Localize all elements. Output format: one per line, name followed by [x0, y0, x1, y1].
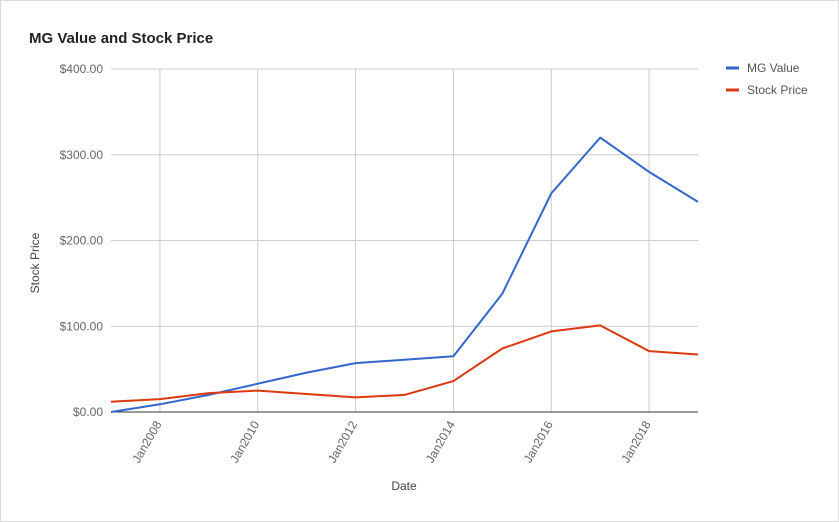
- y-axis-label: Stock Price: [28, 232, 42, 293]
- y-tick-label: $300.00: [60, 148, 104, 162]
- x-tick-label: Jan2016: [521, 418, 556, 465]
- x-axis-ticks: Jan2008 Jan2010 Jan2012 Jan2014 Jan2016 Jan20…: [129, 418, 653, 465]
- chart-title: MG Value and Stock Price: [29, 30, 213, 47]
- x-tick-label: Jan2014: [423, 418, 458, 465]
- grid-lines: [111, 68, 698, 412]
- x-axis-label: Date: [391, 479, 417, 493]
- legend-label: MG Value: [747, 61, 800, 75]
- x-tick-label: Jan2018: [619, 418, 654, 465]
- y-axis-ticks: $0.00 $100.00 $200.00 $300.00 $400.00: [60, 62, 104, 419]
- y-tick-label: $400.00: [60, 62, 104, 76]
- y-tick-label: $0.00: [73, 405, 103, 419]
- series-line-mg-value: [110, 136, 699, 413]
- series-line-stock-price: [110, 324, 699, 403]
- x-tick-label: Jan2012: [325, 418, 360, 465]
- legend-label: Stock Price: [747, 83, 808, 97]
- legend: MG Value Stock Price: [726, 61, 808, 97]
- series-lines: [110, 136, 699, 413]
- y-tick-label: $200.00: [60, 234, 104, 248]
- x-tick-label: Jan2010: [227, 418, 262, 465]
- x-tick-label: Jan2008: [129, 418, 164, 465]
- y-tick-label: $100.00: [60, 319, 104, 333]
